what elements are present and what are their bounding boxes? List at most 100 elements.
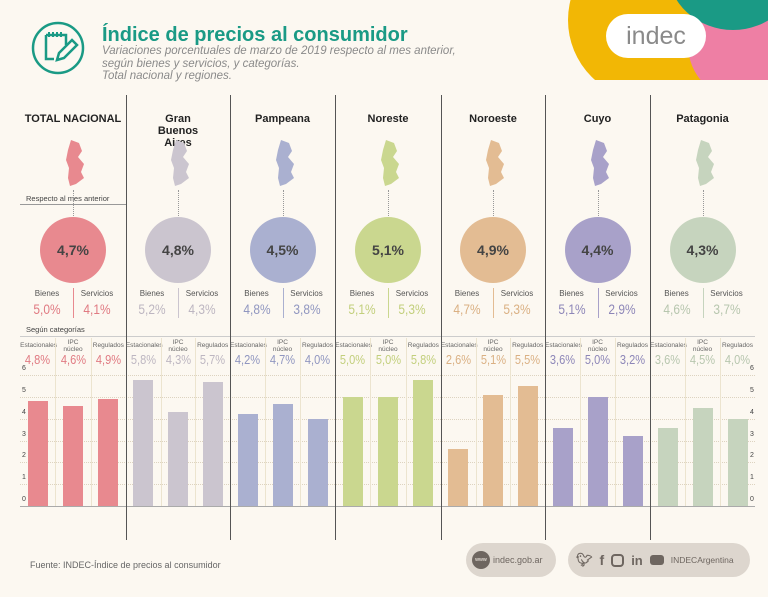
- category-label: Regulados: [616, 342, 649, 349]
- category-label: IPC: [277, 339, 288, 346]
- bienes-label: Bienes: [244, 289, 269, 298]
- category-label: núcleo: [587, 346, 608, 353]
- servicios-value: 5,3%: [398, 301, 426, 317]
- bar-regulados: [622, 436, 643, 506]
- notepad-pencil-icon: [31, 21, 85, 75]
- youtube-icon[interactable]: [649, 555, 664, 565]
- region-name: Noroeste: [469, 113, 517, 125]
- column-divider: [650, 95, 651, 540]
- website-link[interactable]: www indec.gob.ar: [466, 543, 556, 577]
- bar-estacionales: [657, 427, 678, 506]
- divider: [20, 336, 755, 337]
- category-value: 3,2%: [619, 352, 646, 367]
- y-tick-label-left: 4: [22, 408, 26, 416]
- bar-nucleo: [272, 403, 293, 506]
- website-text: indec.gob.ar: [493, 555, 543, 565]
- category-value: 4,5%: [689, 352, 716, 367]
- y-tick-label-right: 0: [750, 496, 754, 503]
- twitter-icon[interactable]: 🐦︎: [576, 552, 593, 567]
- bar-estacionales: [448, 449, 469, 506]
- section-monthly-label: Respecto al mes anterior: [26, 194, 110, 203]
- bienes-label: Bienes: [349, 289, 375, 298]
- y-tick-label-right: 5: [750, 387, 754, 394]
- bs-divider: [493, 288, 494, 318]
- section-categories-label: Según categorías: [26, 325, 85, 334]
- bar-estacionales: [552, 427, 573, 506]
- category-value: 4,0%: [724, 352, 751, 367]
- servicios-label: Servicios: [80, 289, 114, 298]
- total-variation-circle: 4,9%: [460, 217, 526, 283]
- bar-regulados: [517, 386, 538, 506]
- gridline: [20, 375, 755, 377]
- servicios-label: Servicios: [185, 289, 219, 298]
- connector-line: [597, 190, 599, 218]
- subtitle-line: Total nacional y regiones.: [102, 70, 232, 82]
- facebook-icon[interactable]: f: [599, 552, 605, 568]
- region-name: Gran Buenos Aires: [157, 113, 199, 149]
- y-tick-label-left: 3: [22, 430, 26, 438]
- category-label: núcleo: [63, 346, 83, 353]
- y-tick-label-left: 0: [22, 496, 26, 503]
- subcolumn-divider: [195, 338, 197, 506]
- bar-regulados: [307, 418, 328, 506]
- bienes-value: 5,0%: [33, 301, 61, 317]
- instagram-icon[interactable]: [611, 553, 625, 567]
- category-label: IPC: [487, 339, 499, 346]
- region-map-icon: [171, 140, 189, 186]
- bienes-label: Bienes: [664, 289, 689, 298]
- region-name: Pampeana: [254, 113, 311, 125]
- category-label: IPC: [382, 339, 394, 346]
- subcolumn-divider: [580, 338, 581, 506]
- bar-estacionales: [133, 379, 154, 506]
- region-map-icon: [381, 140, 399, 186]
- category-label: Regulados: [721, 342, 754, 349]
- subtitle-line: según bienes y servicios, y categorías.: [102, 57, 300, 70]
- connector-line: [388, 190, 389, 218]
- category-value: 4,9%: [95, 352, 121, 367]
- category-label: núcleo: [378, 346, 398, 353]
- connector-line: [282, 190, 284, 218]
- total-variation-circle: 4,5%: [249, 217, 316, 283]
- servicios-value: 3,8%: [292, 301, 321, 317]
- category-value: 4,8%: [25, 352, 51, 367]
- bienes-value: 4,7%: [453, 301, 481, 317]
- y-tick-label-left: 5: [22, 387, 26, 394]
- linkedin-icon[interactable]: in: [631, 552, 643, 568]
- category-label: núcleo: [692, 346, 713, 353]
- bienes-value: 5,1%: [348, 301, 376, 317]
- y-tick-label-right: 2: [750, 452, 754, 460]
- connector-line: [178, 190, 179, 218]
- subcolumn-divider: [370, 338, 372, 506]
- subcolumn-divider: [300, 338, 301, 506]
- bienes-value: 5,2%: [138, 301, 166, 317]
- category-label: núcleo: [272, 346, 293, 353]
- region-map-icon: [486, 140, 504, 186]
- region-name: Patagonia: [676, 113, 729, 125]
- globe-icon: www: [472, 551, 490, 569]
- subcolumn-divider: [160, 338, 162, 506]
- indec-logo: indec: [606, 14, 706, 58]
- region-name: TOTAL NACIONAL: [24, 113, 122, 125]
- category-label: Estacionales: [230, 342, 267, 349]
- subcolumn-divider: [720, 338, 721, 506]
- x-axis: [20, 506, 755, 507]
- category-value: 4,2%: [234, 352, 261, 367]
- y-tick-label-right: 3: [750, 430, 754, 438]
- bienes-label: Bienes: [34, 289, 60, 298]
- subcolumn-divider: [90, 338, 92, 506]
- category-value: 5,0%: [340, 352, 366, 367]
- bar-regulados: [98, 399, 119, 506]
- category-value: 5,7%: [200, 352, 226, 367]
- subcolumn-divider: [475, 338, 477, 506]
- servicios-label: Servicios: [500, 289, 534, 298]
- social-handle: INDECArgentina: [670, 555, 734, 565]
- column-divider: [335, 95, 336, 540]
- bar-nucleo: [168, 412, 188, 506]
- column-divider: [545, 95, 546, 540]
- social-links[interactable]: 🐦︎ f in INDECArgentina: [568, 543, 750, 577]
- y-tick-label-left: 2: [22, 452, 26, 460]
- column-divider: [441, 95, 442, 540]
- servicios-value: 5,3%: [503, 301, 531, 317]
- servicios-value: 2,9%: [607, 301, 636, 317]
- bar-estacionales: [342, 397, 363, 506]
